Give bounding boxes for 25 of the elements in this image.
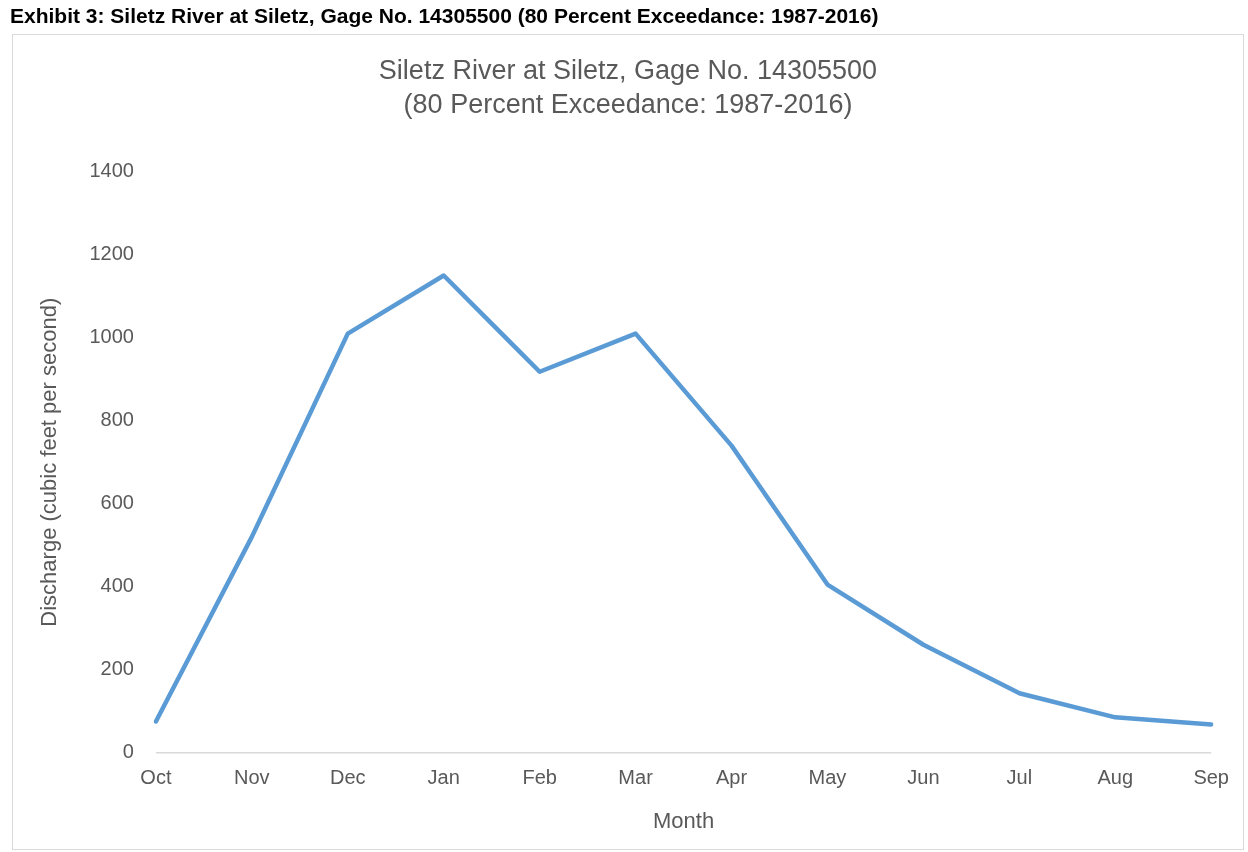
x-tick-label: Nov — [234, 766, 270, 789]
y-tick-label: 1000 — [89, 325, 134, 348]
x-tick-label: Sep — [1193, 766, 1229, 789]
x-axis-title: Month — [652, 807, 715, 833]
y-tick-label: 800 — [100, 408, 134, 431]
y-tick-label: 400 — [100, 574, 134, 597]
x-tick-label: Jul — [1006, 766, 1033, 789]
x-tick-label: Aug — [1097, 766, 1134, 789]
chart-subtitle: (80 Percent Exceedance: 1987-2016) — [403, 89, 853, 120]
x-tick-label: Jan — [427, 766, 460, 789]
text: Exhibit 3: Siletz River at Siletz, Gage No. 14305500 (80 Percent Exceedance: 1987-2016) — [9, 3, 880, 29]
y-tick-label: 600 — [100, 491, 134, 514]
x-tick-label: Jun — [907, 766, 940, 789]
y-tick-label: 1400 — [89, 159, 134, 182]
y-tick-label: 0 — [122, 740, 134, 763]
y-tick-label: 200 — [100, 657, 134, 680]
x-tick-label: Mar — [618, 766, 654, 789]
chart-title: Siletz River at Siletz, Gage No. 14305500 — [378, 54, 878, 85]
y-tick-label: 1200 — [89, 242, 134, 265]
x-tick-label: Dec — [329, 766, 366, 789]
y-axis-title: Discharge (cubic feet per second) — [36, 297, 62, 627]
x-tick-label: May — [808, 766, 847, 789]
x-tick-label: Apr — [715, 766, 748, 789]
x-tick-label: Feb — [522, 766, 557, 789]
x-tick-label: Oct — [140, 766, 172, 789]
